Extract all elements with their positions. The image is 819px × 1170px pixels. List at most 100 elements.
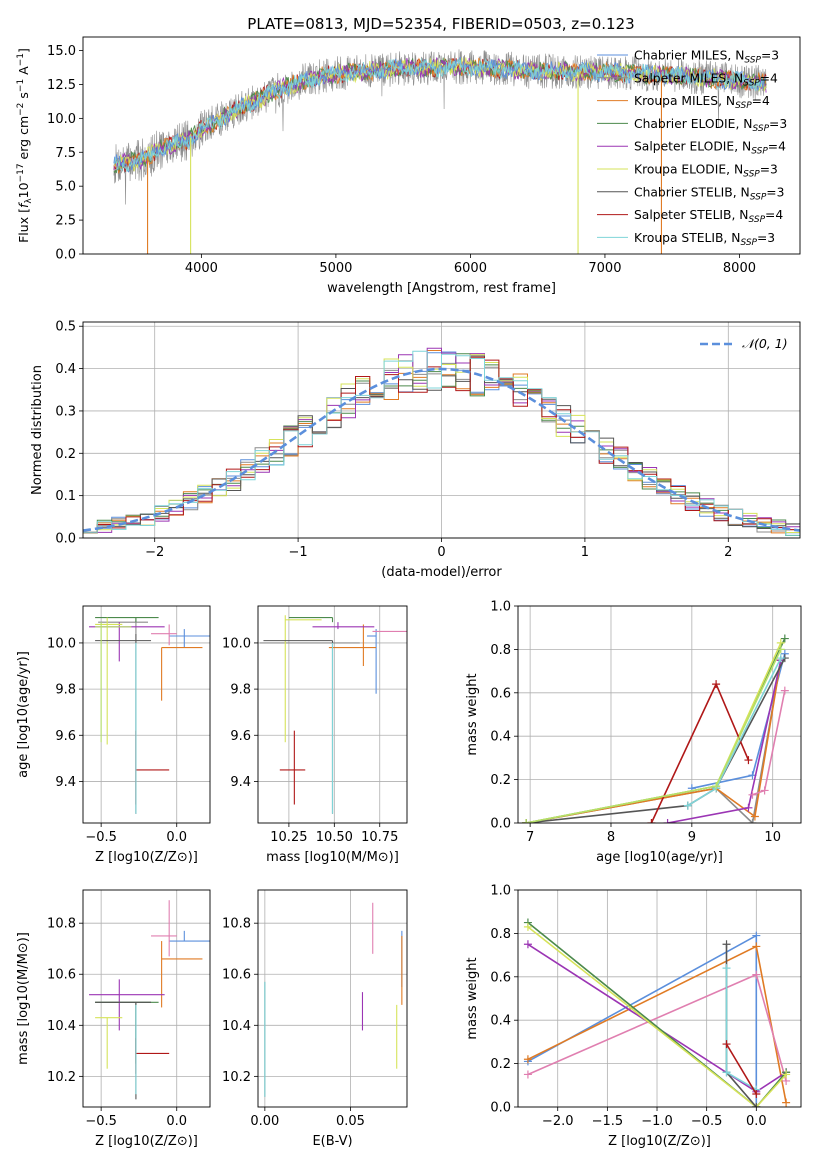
legend-entry: Kroupa MILES, NSSP=4 bbox=[634, 94, 770, 111]
x-tick-label: 0.0 bbox=[166, 830, 187, 845]
weight-marker-kroupa_stelib bbox=[683, 801, 692, 810]
weight-marker-salpeter_miles bbox=[748, 819, 757, 823]
weight-vs-metallicity-panel: −2.0 −1.5 −1.0 −0.5 0.0 0.0 0.2 0.4 0.6 0.8 1.0 Z [… bbox=[465, 884, 802, 1149]
y-tick-label: 10.6 bbox=[222, 968, 251, 983]
y-axis-label: mass [log10(M/M⊙)] bbox=[16, 932, 31, 1065]
y-tick-label: 10.0 bbox=[47, 636, 76, 651]
y-tick-label: 10.4 bbox=[47, 1019, 76, 1034]
legend-entry: 𝒩(0, 1) bbox=[742, 336, 788, 351]
weight-marker-extra_pink bbox=[760, 786, 769, 795]
y-tick-label: 10.0 bbox=[47, 112, 76, 127]
x-tick-label: −2 bbox=[145, 545, 164, 560]
figure-title: PLATE=0813, MJD=52354, FIBERID=0503, z=0… bbox=[247, 15, 634, 33]
y-tick-label: 0.0 bbox=[55, 248, 76, 263]
x-tick-label: 0.05 bbox=[336, 1114, 365, 1129]
y-tick-label: 0.4 bbox=[490, 730, 511, 745]
x-tick-label: 6000 bbox=[454, 261, 487, 276]
y-axis-label: Flux [fλ10−17 erg cm−2 s−1 A−1] bbox=[16, 48, 34, 243]
weight-marker-chabrier_stelib bbox=[752, 1103, 761, 1107]
x-tick-label: 10.75 bbox=[361, 830, 398, 845]
weight-marker-kroupa_stelib bbox=[722, 1068, 731, 1077]
weight-marker-kroupa_miles bbox=[523, 1055, 532, 1064]
mass-vs-metallicity-panel: −0.5 0.0 10.2 10.4 10.6 10.8 Z [log10(Z/Z⊙)] ma… bbox=[16, 889, 211, 1149]
spectrum-panel: 4000 5000 6000 7000 8000 0.0 2.5 5.0 7.5 10.0 12.5… bbox=[16, 36, 801, 296]
y-tick-label: 9.8 bbox=[55, 683, 76, 698]
axes-frame bbox=[257, 889, 408, 1108]
weight-series bbox=[523, 918, 791, 1107]
y-tick-label: 0.4 bbox=[490, 1014, 511, 1029]
histogram-kroupa_stelib bbox=[83, 350, 800, 536]
y-tick-label: 0.2 bbox=[490, 1057, 511, 1072]
weight-marker-chabrier_miles bbox=[752, 931, 761, 940]
y-tick-label: 7.5 bbox=[55, 146, 76, 161]
y-tick-label: 10.6 bbox=[47, 968, 76, 983]
weight-marker-kroupa_miles bbox=[752, 942, 761, 951]
age-vs-mass-panel: 10.25 10.50 10.75 9.4 9.6 9.8 10.0 mass [log10(… bbox=[222, 605, 408, 865]
legend-entry: Chabrier ELODIE, NSSP=3 bbox=[634, 117, 787, 134]
x-axis-label: Z [log10(Z/Z⊙)] bbox=[95, 850, 198, 865]
legend-entry: Kroupa ELODIE, NSSP=3 bbox=[634, 163, 778, 180]
x-tick-label: 0.00 bbox=[250, 1114, 279, 1129]
y-tick-label: 12.5 bbox=[47, 78, 76, 93]
weight-marker-extra_lime bbox=[522, 819, 531, 823]
axes-frame bbox=[82, 889, 211, 1108]
x-tick-label: 0 bbox=[437, 545, 445, 560]
y-axis-label: Normed distribution bbox=[30, 365, 45, 495]
legend-entry: Chabrier MILES, NSSP=3 bbox=[634, 49, 779, 66]
y-axis-label: age [log10(age/yr)] bbox=[16, 651, 31, 778]
x-axis-label: age [log10(age/yr)] bbox=[596, 850, 723, 865]
errorbar-series bbox=[89, 616, 210, 814]
mass-vs-ebv-panel: 0.00 0.05 10.2 10.4 10.6 10.8 E(B-V) bbox=[222, 889, 408, 1149]
legend-entry: Salpeter MILES, NSSP=4 bbox=[634, 71, 778, 88]
weight-marker-chabrier_elodie bbox=[780, 634, 789, 643]
weight-marker-kroupa_stelib bbox=[722, 964, 731, 973]
x-tick-label: 7000 bbox=[588, 261, 621, 276]
age-vs-metallicity-panel: −0.5 0.0 9.4 9.6 9.8 10.0 Z [log10(Z/Z⊙)] age [… bbox=[16, 605, 211, 865]
weight-marker-salpeter_stelib bbox=[722, 1040, 731, 1049]
weight-marker-kroupa_elodie bbox=[523, 922, 532, 931]
axes-frame bbox=[82, 321, 801, 539]
x-tick-label: 10.50 bbox=[316, 830, 353, 845]
x-tick-label: −1 bbox=[289, 545, 308, 560]
y-tick-label: 0.2 bbox=[490, 773, 511, 788]
weight-marker-extra_pink bbox=[748, 790, 757, 799]
x-axis-label: mass [log10(M/M⊙)] bbox=[266, 850, 399, 865]
x-tick-label: 8 bbox=[607, 830, 615, 845]
x-tick-label: −0.5 bbox=[691, 1114, 723, 1129]
y-tick-label: 9.8 bbox=[230, 683, 251, 698]
x-axis-label: E(B-V) bbox=[312, 1134, 352, 1149]
weight-marker-extra_pink bbox=[780, 686, 789, 695]
y-tick-label: 9.4 bbox=[55, 775, 76, 790]
residuals-panel: −2 −1 0 1 2 0.0 0.1 0.2 0.3 0.4 0.5 (data-model)/er… bbox=[30, 320, 801, 580]
y-tick-label: 0.0 bbox=[490, 817, 511, 832]
y-tick-label: 0.6 bbox=[490, 970, 511, 985]
x-tick-label: 1 bbox=[581, 545, 589, 560]
y-tick-label: 15.0 bbox=[47, 44, 76, 59]
x-axis-label: (data-model)/error bbox=[381, 565, 502, 580]
x-tick-label: 7 bbox=[526, 830, 534, 845]
weight-series bbox=[522, 634, 789, 823]
y-axis-label: mass weight bbox=[465, 957, 480, 1039]
y-tick-label: 5.0 bbox=[55, 180, 76, 195]
y-tick-label: 10.2 bbox=[47, 1070, 76, 1085]
x-tick-label: −1.0 bbox=[641, 1114, 673, 1129]
weight-line-kroupa_miles bbox=[525, 660, 782, 823]
y-tick-label: 0.0 bbox=[490, 1101, 511, 1116]
axes-frame bbox=[82, 605, 211, 824]
weight-line-kroupa_elodie bbox=[527, 926, 787, 1107]
legend-entry: Kroupa STELIB, NSSP=3 bbox=[634, 231, 775, 248]
weight-marker-kroupa_stelib bbox=[776, 654, 785, 663]
legend-entry: Salpeter ELODIE, NSSP=4 bbox=[634, 140, 786, 157]
weight-marker-chabrier_stelib bbox=[722, 940, 731, 949]
x-tick-label: −0.5 bbox=[85, 830, 117, 845]
weight-vs-age-panel: 7 8 9 10 0.0 0.2 0.4 0.6 0.8 1.0 age [log10(age/yr… bbox=[465, 600, 802, 865]
weight-marker-extra_lime bbox=[776, 645, 785, 654]
x-tick-label: −0.5 bbox=[85, 1114, 117, 1129]
errorbar-series bbox=[89, 900, 210, 1100]
x-tick-label: −1.5 bbox=[592, 1114, 624, 1129]
x-tick-label: 4000 bbox=[185, 261, 218, 276]
y-tick-label: 10.8 bbox=[47, 917, 76, 932]
y-tick-label: 0.6 bbox=[490, 686, 511, 701]
y-tick-label: 0.1 bbox=[55, 489, 76, 504]
